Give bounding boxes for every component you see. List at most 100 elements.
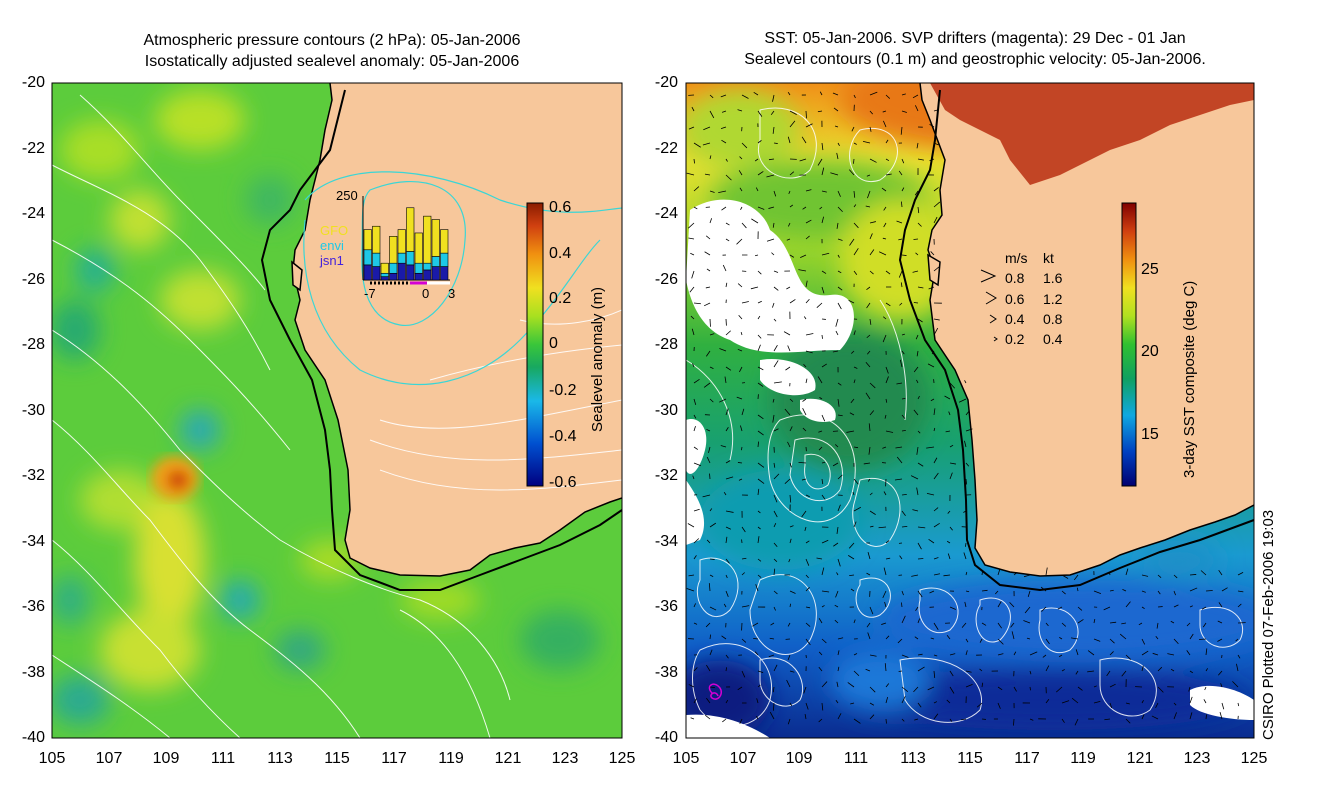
velocity-vector: [821, 216, 825, 224]
velocity-vector: [964, 440, 967, 448]
velocity-vector: [867, 190, 871, 199]
velocity-vector: [836, 222, 839, 229]
velocity-vector: [709, 522, 717, 528]
velocity-vector: [997, 638, 1004, 645]
velocity-vector: [789, 462, 792, 468]
velocity-vector: [801, 136, 807, 144]
velocity-vector: [693, 206, 698, 210]
velocity-vector: [738, 170, 743, 176]
inset-bar-jsn1-2: [380, 276, 389, 281]
velocity-vector: [865, 668, 871, 672]
velocity-vector: [1189, 670, 1194, 674]
inset-bar-GFO-7: [423, 215, 432, 264]
velocity-vector: [853, 330, 856, 336]
sla-colorbar-label: Sealevel anomaly (m): [589, 286, 606, 432]
velocity-vector: [1077, 619, 1084, 624]
left-xtick-3: 111: [210, 750, 236, 767]
velocity-vector: [688, 237, 695, 240]
csiro-plot-stamp: CSIRO Plotted 07-Feb-2006 19:03: [1260, 509, 1277, 740]
velocity-vector: [917, 558, 924, 560]
velocity-vector: [686, 172, 695, 176]
velocity-vector: [883, 120, 887, 128]
velocity-vector: [848, 169, 855, 176]
velocity-vector: [705, 350, 711, 357]
velocity-vector: [787, 622, 791, 627]
velocity-vector: [1093, 618, 1096, 624]
velocity-vector: [821, 286, 825, 294]
velocity-vector: [837, 398, 840, 407]
velocity-vector: [901, 615, 906, 624]
velocity-legend-kt-0: 1.6: [1043, 270, 1063, 286]
velocity-vector: [773, 142, 778, 144]
velocity-vector: [848, 300, 855, 304]
velocity-vector: [693, 142, 701, 148]
velocity-vector: [709, 606, 717, 611]
velocity-vector: [835, 444, 839, 448]
velocity-vector: [1217, 638, 1223, 642]
velocity-vector: [917, 222, 922, 227]
velocity-vector: [1011, 631, 1015, 640]
velocity-vector: [772, 222, 775, 228]
right-ytick-5: -30: [654, 402, 678, 419]
velocity-vector: [1087, 650, 1095, 656]
velocity-vector: [1232, 681, 1239, 688]
velocity-vector: [772, 126, 775, 134]
velocity-vector: [757, 206, 765, 210]
velocity-vector: [948, 411, 951, 416]
velocity-vector: [917, 618, 921, 624]
velocity-vector: [901, 718, 905, 722]
velocity-vector: [912, 270, 919, 273]
right-ytick-7: -34: [654, 533, 678, 550]
australia-land-right: [920, 83, 1254, 576]
velocity-vector: [805, 378, 808, 384]
velocity-vector: [1189, 712, 1193, 720]
velocity-vector: [869, 91, 878, 96]
velocity-vector: [1109, 621, 1117, 624]
velocity-vector: [885, 430, 894, 433]
velocity-vector: [1077, 686, 1083, 691]
velocity-vector: [689, 286, 695, 293]
velocity-vector: [1220, 683, 1223, 688]
velocity-vector: [832, 462, 839, 467]
velocity-vector: [798, 461, 807, 464]
velocity-vector: [706, 429, 711, 432]
velocity-vector: [693, 426, 696, 432]
velocity-vector: [756, 698, 759, 704]
velocity-vector: [789, 398, 794, 402]
velocity-vector: [916, 446, 919, 455]
velocity-vector: [1173, 702, 1177, 706]
velocity-vector: [979, 668, 983, 672]
velocity-vector: [1167, 653, 1175, 656]
velocity-vector: [725, 526, 732, 530]
velocity-vector: [786, 286, 791, 290]
velocity-vector: [709, 574, 714, 577]
velocity-vector: [1237, 572, 1244, 576]
velocity-vector: [721, 110, 727, 113]
velocity-vector: [883, 222, 887, 228]
velocity-vector: [837, 474, 843, 480]
velocity-vector: [821, 539, 829, 544]
left-ytick-10: -40: [21, 729, 45, 746]
velocity-vector: [933, 408, 936, 416]
velocity-vector: [752, 622, 759, 627]
velocity-vector: [772, 414, 775, 423]
velocity-vector: [869, 110, 874, 115]
velocity-vector: [915, 334, 919, 340]
velocity-vector: [928, 538, 935, 544]
arrow-0-2: [993, 336, 998, 342]
velocity-vector: [852, 491, 855, 496]
velocity-vector: [787, 91, 791, 96]
left-ytick-9: -38: [21, 664, 45, 681]
right-ytick-6: -32: [654, 467, 678, 484]
velocity-vector: [837, 637, 844, 640]
velocity-vector: [757, 526, 761, 530]
velocity-vector: [692, 363, 695, 368]
velocity-vector: [802, 398, 807, 402]
velocity-vector: [949, 382, 956, 389]
velocity-vector: [912, 94, 919, 99]
velocity-vector: [997, 653, 1004, 656]
left-xtick-7: 119: [438, 750, 464, 767]
velocity-vector: [866, 334, 871, 339]
velocity-vector: [869, 221, 876, 224]
velocity-vector: [1075, 670, 1079, 675]
